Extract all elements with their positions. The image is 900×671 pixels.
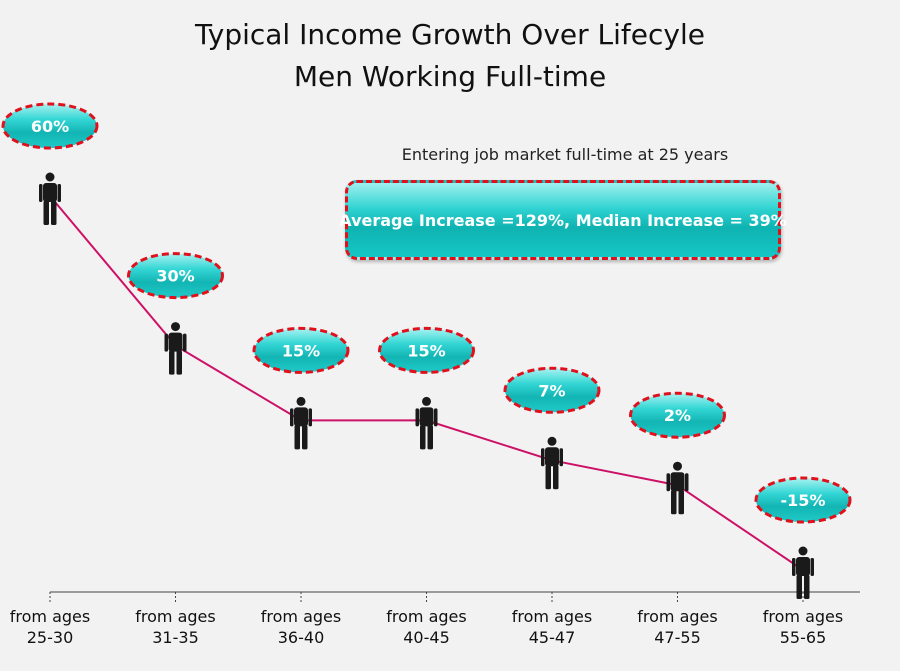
x-tick-label-line2: 25-30 <box>26 628 74 647</box>
data-label: 30% <box>156 267 194 286</box>
data-label: -15% <box>781 491 826 510</box>
x-tick-label-line1: from ages <box>762 607 844 626</box>
x-tick-label-line1: from ages <box>637 607 718 626</box>
x-tick-label-line2: 47-55 <box>654 628 701 647</box>
entry-note: Entering job market full-time at 25 year… <box>401 145 729 164</box>
data-bubble <box>503 366 601 414</box>
data-bubble <box>1 102 99 150</box>
chart-title: Typical Income Growth Over Lifecyle <box>195 18 705 51</box>
person-marker <box>666 461 689 515</box>
person-marker <box>164 322 187 375</box>
summary-callout: Average Increase =129%, Median Increase … <box>339 180 787 260</box>
x-tick-label-line1: from ages <box>260 607 342 626</box>
x-tick-label: from ages 40-45 <box>367 606 487 648</box>
x-tick-label: from ages 25-30 <box>0 606 110 648</box>
data-label: 7% <box>538 381 565 400</box>
data-bubble <box>127 252 224 300</box>
person-marker <box>541 436 563 490</box>
x-tick-label: from ages 45-47 <box>492 606 612 648</box>
x-tick-label-line2: 31-35 <box>152 628 199 647</box>
data-label: 60% <box>31 117 69 136</box>
data-label: 15% <box>282 341 320 360</box>
data-bubble <box>378 326 475 374</box>
x-tick-label-line2: 45-47 <box>528 628 576 647</box>
x-tick-label-line2: 40-45 <box>403 628 450 647</box>
data-bubble <box>252 326 350 374</box>
person-marker <box>290 396 312 450</box>
x-tick-label: from ages 55-65 <box>743 606 863 648</box>
x-tick-label-line2: 55-65 <box>779 628 827 647</box>
person-marker <box>39 172 61 225</box>
x-tick-label-line2: 36-40 <box>277 628 325 647</box>
person-marker <box>792 546 814 599</box>
x-tick-label: from ages 36-40 <box>241 606 361 648</box>
person-marker <box>415 396 438 450</box>
x-tick-label-line1: from ages <box>9 607 91 626</box>
x-tick-label: from ages 31-35 <box>116 606 236 648</box>
data-label: 2% <box>664 406 691 425</box>
x-tick-label-line1: from ages <box>511 607 593 626</box>
x-tick-label: from ages 47-55 <box>618 606 738 648</box>
x-tick-label-line1: from ages <box>386 607 467 626</box>
data-label: 15% <box>407 341 445 360</box>
data-bubble <box>629 391 726 439</box>
x-tick-label-line1: from ages <box>135 607 216 626</box>
chart-subtitle: Men Working Full-time <box>293 60 607 93</box>
data-bubble <box>754 476 852 524</box>
